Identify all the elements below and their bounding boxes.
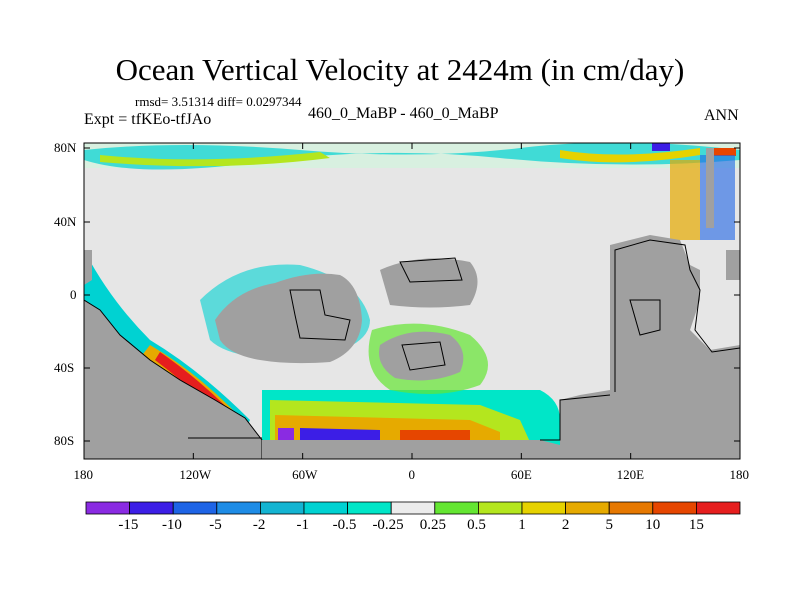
colorbar-label: -5 [209, 517, 222, 533]
colorbar-label: 10 [645, 517, 661, 533]
colorbar-label: -10 [161, 517, 182, 533]
arctic-green [100, 152, 330, 167]
south-island-coast [401, 341, 446, 371]
arctic-blue [652, 143, 670, 151]
colorbar-box [477, 501, 523, 515]
colorbar-label: -0.5 [332, 517, 357, 533]
colorbar-label: -1 [296, 517, 310, 533]
colorbar-box [521, 501, 566, 515]
southwest-land [84, 299, 263, 459]
south-island [379, 331, 464, 381]
west-edge-land [84, 250, 92, 285]
colorbar-box [347, 501, 392, 515]
colorbar-box [565, 501, 610, 515]
arctic-yellow [560, 148, 700, 163]
center-line: 460_0_MaBP - 460_0_MaBP [308, 105, 499, 122]
colorbar-label: 5 [605, 517, 613, 533]
colorbar-box [608, 501, 654, 515]
lat-tick-label: 40N [54, 214, 77, 229]
colorbar-box [172, 501, 218, 515]
east-edge-land [726, 250, 740, 280]
east-continent [560, 235, 740, 459]
colorbar-box [129, 501, 174, 515]
colorbar-box [652, 501, 697, 515]
ne-orange [670, 160, 700, 240]
colorbar-box [434, 501, 479, 515]
colorbar-label: -15 [118, 517, 139, 533]
lon-tick-label: 60E [510, 467, 532, 482]
lat-tick-label: 80N [54, 140, 77, 155]
colorbar-label: -0.25 [372, 517, 404, 533]
lon-ticks [83, 143, 741, 459]
colorbar-label: 0.5 [467, 517, 486, 533]
lat-tick-label: 0 [70, 287, 77, 302]
south-land [262, 440, 560, 459]
central-continent [215, 273, 362, 364]
north-island-coast [399, 257, 463, 283]
colorbar-box [390, 501, 436, 515]
colorbar-label: 2 [561, 517, 570, 533]
south-red [400, 430, 470, 443]
lat-ticks [84, 147, 740, 442]
east-coastline [614, 239, 740, 392]
colorbar-box [303, 501, 348, 515]
season-label: ANN [704, 107, 739, 124]
colorbar-box [216, 501, 261, 515]
stats-line: rmsd= 3.51314 diff= 0.0297344 [135, 94, 302, 109]
map-field [84, 143, 740, 459]
south-blue [300, 428, 380, 442]
figure-title: Ocean Vertical Velocity at 2424m (in cm/… [115, 52, 685, 87]
colorbar-box [696, 501, 741, 515]
lon-tick-label: 180 [73, 467, 94, 482]
lon-tick-label: 180 [729, 467, 750, 482]
colorbar-box [259, 501, 305, 515]
south-purple [278, 428, 294, 440]
east-inner-coast [629, 299, 661, 336]
ne-strip-land [706, 148, 714, 228]
lon-tick-label: 60W [292, 467, 318, 482]
colorbar-label: 15 [688, 517, 704, 533]
expt-line: Expt = tfKEo-tfJAo [84, 111, 212, 128]
central-coastline [289, 289, 351, 341]
lon-tick-label: 0 [408, 467, 416, 482]
lon-tick-label: 120W [179, 467, 212, 482]
colorbar-label: 0.25 [419, 517, 447, 533]
colorbar-label: 1 [518, 517, 526, 533]
lat-tick-label: 40S [54, 360, 75, 375]
se-coast-line [540, 394, 611, 441]
lon-tick-label: 120E [616, 467, 645, 482]
colorbar-box [85, 501, 130, 515]
colorbar [85, 501, 741, 515]
lat-tick-label: 80S [54, 433, 75, 448]
arctic-red [712, 148, 736, 156]
colorbar-label: -2 [252, 517, 266, 533]
north-island [380, 258, 478, 308]
ne-blue [700, 155, 735, 240]
